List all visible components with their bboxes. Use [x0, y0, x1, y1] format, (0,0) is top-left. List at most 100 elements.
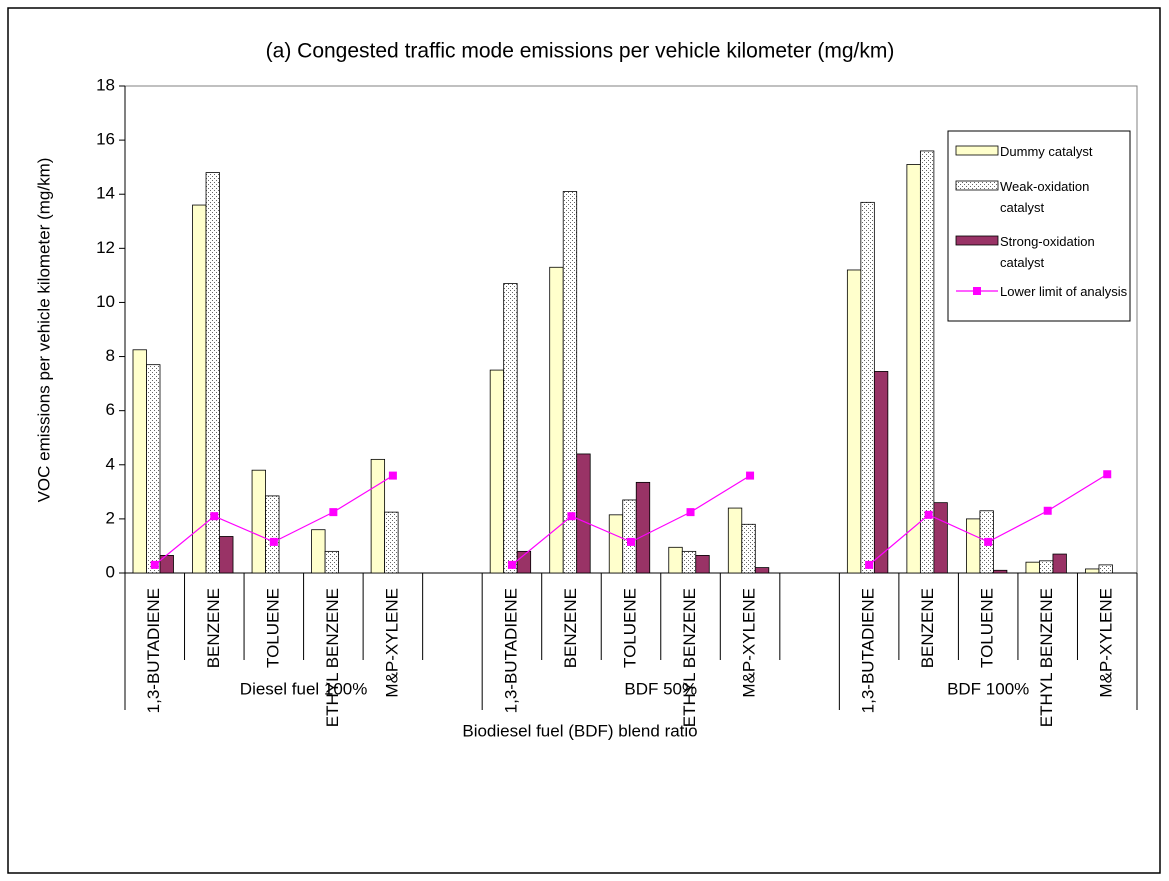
- x-tick-label: ETHYL BENZENE: [1037, 588, 1056, 727]
- bar: [516, 550, 532, 574]
- legend-label: Strong-oxidation catalyst: [1000, 234, 1095, 270]
- bar: [489, 369, 505, 574]
- bar: [681, 550, 697, 574]
- bar: [906, 164, 921, 574]
- x-tick-label: TOLUENE: [263, 588, 282, 668]
- line-marker: [210, 512, 219, 521]
- y-axis-title: VOC emissions per vehicle kilometer (mg/…: [34, 158, 53, 503]
- bar: [370, 458, 386, 574]
- group-label: Diesel fuel 100%: [240, 679, 368, 698]
- y-tick-label: 12: [96, 238, 115, 257]
- line-marker: [984, 537, 993, 546]
- bar: [695, 555, 710, 574]
- frame: [7, 7, 1161, 874]
- bar: [846, 269, 862, 574]
- legend-entry: Weak-oxidation catalyst: [1000, 179, 1090, 215]
- group-label: BDF 50%: [624, 679, 697, 698]
- bar: [562, 191, 578, 574]
- x-tick-label: BENZENE: [918, 588, 937, 668]
- bar: [993, 569, 1008, 574]
- line-marker: [865, 560, 874, 569]
- bar: [219, 536, 234, 574]
- bar: [132, 349, 147, 574]
- x-tick-label: 1,3-BUTADIENE: [144, 588, 163, 713]
- bar: [668, 546, 683, 574]
- x-tick-label: M&P-XYLENE: [740, 588, 759, 698]
- line-marker: [746, 471, 755, 480]
- x-tick-label: TOLUENE: [978, 588, 997, 668]
- line-marker: [567, 512, 576, 521]
- bar: [1052, 553, 1067, 574]
- bar: [727, 507, 743, 574]
- bar: [1039, 560, 1054, 574]
- legend-label: Dummy catalyst: [1000, 144, 1093, 159]
- legend-swatch: [955, 235, 999, 246]
- x-tick-label: M&P-XYLENE: [1097, 588, 1116, 698]
- line-marker: [507, 560, 516, 569]
- bar: [966, 518, 981, 574]
- bar: [251, 469, 266, 574]
- line-marker: [269, 537, 278, 546]
- legend-label: Lower limit of analysis: [1000, 284, 1128, 299]
- legend-entry: Dummy catalyst: [1000, 144, 1093, 159]
- x-tick-label: BENZENE: [561, 588, 580, 668]
- bar: [192, 204, 207, 574]
- bar: [1085, 568, 1100, 574]
- bar: [919, 150, 935, 574]
- legend-swatch: [973, 287, 981, 295]
- bar: [265, 495, 280, 574]
- line-marker: [1103, 470, 1112, 479]
- y-tick-label: 8: [106, 346, 115, 365]
- x-tick-label: BENZENE: [204, 588, 223, 668]
- y-tick-label: 6: [106, 400, 115, 419]
- line-marker: [150, 560, 159, 569]
- bar: [608, 514, 624, 574]
- line-marker: [627, 537, 635, 546]
- y-tick-label: 10: [96, 292, 115, 311]
- legend-swatch: [955, 180, 999, 191]
- legend-swatch: [955, 145, 999, 156]
- y-tick-label: 16: [96, 130, 115, 149]
- y-tick-label: 2: [106, 508, 115, 527]
- bar: [159, 555, 174, 574]
- x-tick-label: 1,3-BUTADIENE: [859, 588, 878, 713]
- bar: [741, 523, 756, 574]
- line-marker: [329, 508, 338, 517]
- legend-entry: Strong-oxidation catalyst: [1000, 234, 1095, 270]
- x-tick-label: ETHYL BENZENE: [323, 588, 342, 727]
- y-tick-label: 4: [106, 454, 115, 473]
- bar: [622, 499, 637, 574]
- bar: [311, 529, 326, 574]
- bar: [1098, 564, 1113, 574]
- line-marker: [686, 508, 695, 517]
- line-marker: [388, 471, 397, 480]
- bar: [576, 453, 591, 574]
- line-marker: [1043, 506, 1052, 515]
- x-tick-label: TOLUENE: [620, 588, 639, 668]
- bar: [754, 567, 770, 574]
- bar: [860, 201, 875, 574]
- chart-title: (a) Congested traffic mode emissions per…: [266, 40, 895, 63]
- y-tick-label: 18: [96, 75, 115, 94]
- x-tick-label: M&P-XYLENE: [382, 588, 401, 698]
- x-tick-label: 1,3-BUTADIENE: [501, 588, 520, 713]
- legend-label: Weak-oxidation catalyst: [1000, 179, 1090, 215]
- x-axis-title: Biodiesel fuel (BDF) blend ratio: [462, 721, 697, 740]
- bar: [503, 283, 518, 574]
- bar: [205, 172, 220, 574]
- y-tick-label: 0: [106, 562, 115, 581]
- bar: [933, 502, 948, 574]
- group-label: BDF 100%: [947, 679, 1029, 698]
- bar: [635, 481, 651, 574]
- bar: [1025, 561, 1040, 574]
- line-marker: [924, 510, 933, 519]
- bar: [146, 364, 161, 574]
- bar: [549, 266, 564, 574]
- bar: [324, 550, 339, 574]
- bar: [384, 511, 399, 574]
- legend-entry: Lower limit of analysis: [1000, 284, 1128, 299]
- x-tick-label: ETHYL BENZENE: [680, 588, 699, 727]
- bar: [873, 371, 889, 574]
- y-tick-label: 14: [96, 184, 115, 203]
